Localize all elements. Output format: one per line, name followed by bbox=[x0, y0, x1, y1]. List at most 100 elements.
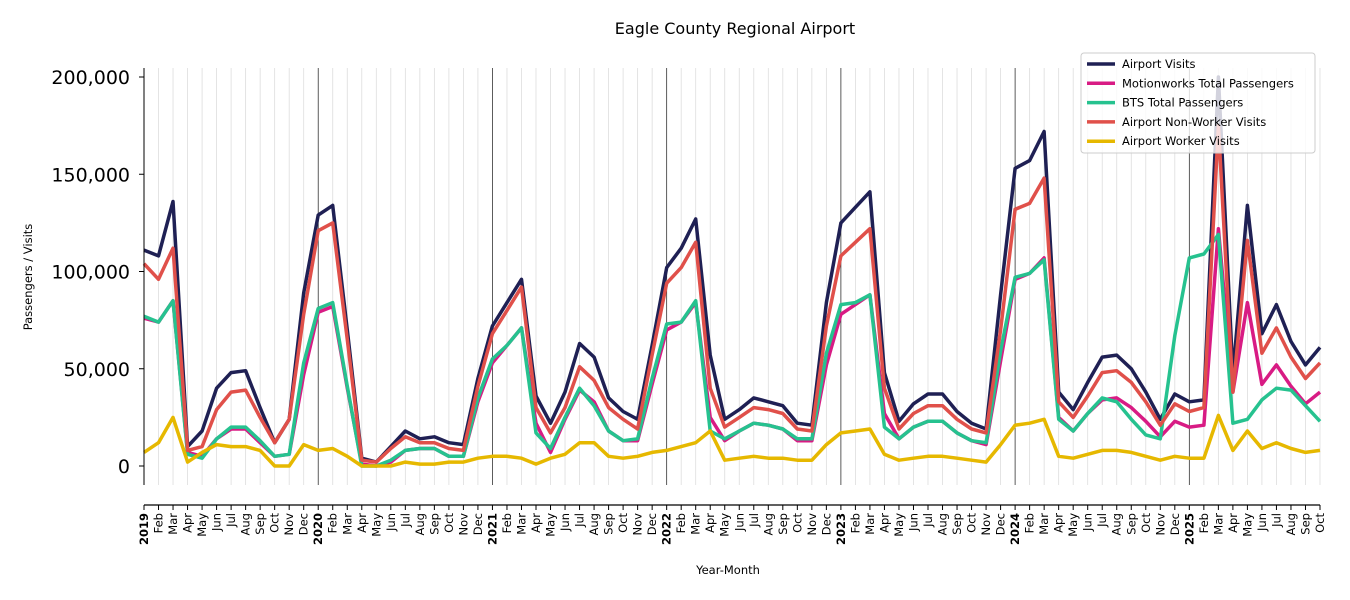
x-tick-label: Mar bbox=[166, 513, 180, 535]
x-tick-label: Nov bbox=[1153, 513, 1167, 536]
x-tick-label: Mar bbox=[1211, 513, 1225, 535]
x-tick-label: Mar bbox=[1037, 513, 1051, 535]
x-tick-label: Feb bbox=[500, 513, 514, 533]
x-tick-label: Jun bbox=[1255, 513, 1269, 532]
x-tick-label: May bbox=[892, 513, 906, 537]
x-tick-label: Nov bbox=[282, 513, 296, 536]
x-tick-label: Apr bbox=[529, 513, 543, 533]
axes: 2019 Feb Mar Apr May Jun Jul Aug Sep Oct Nov Dec 202… bbox=[51, 67, 1327, 545]
x-tick-label: Jul bbox=[398, 513, 412, 528]
x-tick-label: Jun bbox=[558, 513, 572, 532]
x-tick-label: Aug bbox=[239, 513, 253, 535]
x-tick-label: 2020 bbox=[311, 513, 325, 545]
x-tick-label: Apr bbox=[181, 513, 195, 533]
x-tick-label: Apr bbox=[877, 513, 891, 533]
legend-entry-label: Airport Visits bbox=[1122, 57, 1196, 71]
x-tick-label: 2023 bbox=[834, 513, 848, 545]
x-tick-label: Jun bbox=[384, 513, 398, 532]
x-tick-label: Feb bbox=[674, 513, 688, 533]
grid-lines bbox=[143, 68, 1321, 485]
x-tick-label: Apr bbox=[1052, 513, 1066, 533]
legend-entry-label: Airport Non-Worker Visits bbox=[1122, 115, 1266, 129]
x-tick-label: Aug bbox=[761, 513, 775, 535]
x-tick-label: Nov bbox=[805, 513, 819, 536]
x-tick-label: Sep bbox=[253, 513, 267, 535]
x-tick-label: 2025 bbox=[1182, 513, 1196, 545]
legend-entry-label: BTS Total Passengers bbox=[1122, 96, 1243, 110]
series-line-bts-total-passengers bbox=[143, 232, 1322, 468]
x-tick-label: May bbox=[718, 513, 732, 537]
x-tick-label: Oct bbox=[790, 513, 804, 533]
x-tick-label: Jun bbox=[732, 513, 746, 532]
x-tick-label: Nov bbox=[631, 513, 645, 536]
x-tick-label: Mar bbox=[514, 513, 528, 535]
x-tick-label: Sep bbox=[950, 513, 964, 535]
series-line-airport-worker-visits bbox=[143, 413, 1321, 468]
x-tick-label: Jun bbox=[210, 513, 224, 532]
x-tick-label: Feb bbox=[1023, 513, 1037, 533]
series-line-airport-non-worker-visits bbox=[142, 123, 1322, 464]
x-tick-label: Feb bbox=[1197, 513, 1211, 533]
y-tick-label: 50,000 bbox=[64, 359, 130, 381]
x-tick-label: 2019 bbox=[137, 513, 151, 545]
x-tick-label: Dec bbox=[471, 513, 485, 535]
x-tick-label: Sep bbox=[427, 513, 441, 535]
x-tick-label: 2024 bbox=[1008, 513, 1022, 545]
x-axis-label: Year-Month bbox=[695, 563, 760, 577]
x-tick-label: Dec bbox=[994, 513, 1008, 535]
x-tick-label: Dec bbox=[819, 513, 833, 535]
x-tick-label: Feb bbox=[848, 513, 862, 533]
x-tick-label: Nov bbox=[979, 513, 993, 536]
x-tick-label: May bbox=[195, 513, 209, 537]
x-tick-label: Jul bbox=[573, 513, 587, 528]
y-tick-label: 100,000 bbox=[51, 262, 130, 284]
x-tick-label: Aug bbox=[936, 513, 950, 535]
x-tick-label: Oct bbox=[616, 513, 630, 533]
x-tick-label: Aug bbox=[413, 513, 427, 535]
legend-box bbox=[1080, 52, 1316, 154]
x-tick-label: Mar bbox=[689, 513, 703, 535]
x-tick-label: May bbox=[1066, 513, 1080, 537]
x-tick-label: 2021 bbox=[485, 513, 499, 545]
x-tick-label: Oct bbox=[442, 513, 456, 533]
x-tick-label: May bbox=[369, 513, 383, 537]
y-tick-label: 0 bbox=[118, 456, 130, 478]
chart-title: Eagle County Regional Airport bbox=[615, 19, 855, 38]
x-tick-label: Feb bbox=[326, 513, 340, 533]
x-tick-label: Oct bbox=[268, 513, 282, 533]
x-tick-label: Aug bbox=[1110, 513, 1124, 535]
x-tick-label: Apr bbox=[703, 513, 717, 533]
x-tick-label: Sep bbox=[1124, 513, 1138, 535]
x-tick-label: Sep bbox=[602, 513, 616, 535]
x-tick-label: Nov bbox=[456, 513, 470, 536]
x-tick-label: May bbox=[1240, 513, 1254, 537]
x-tick-label: Jul bbox=[921, 513, 935, 528]
x-tick-label: Feb bbox=[152, 513, 166, 533]
x-tick-label: Aug bbox=[1284, 513, 1298, 535]
x-tick-label: Aug bbox=[587, 513, 601, 535]
x-tick-label: Dec bbox=[297, 513, 311, 535]
x-tick-label: Oct bbox=[1313, 513, 1327, 533]
y-tick-label: 150,000 bbox=[51, 164, 130, 186]
x-tick-label: May bbox=[544, 513, 558, 537]
x-tick-label: Dec bbox=[1168, 513, 1182, 535]
x-tick-label: Jun bbox=[906, 513, 920, 532]
x-tick-label: 2022 bbox=[660, 513, 674, 545]
legend-entry-label: Airport Worker Visits bbox=[1122, 134, 1240, 148]
series-lines bbox=[142, 75, 1322, 468]
x-tick-label: Jul bbox=[224, 513, 238, 528]
y-axis-label: Passengers / Visits bbox=[21, 224, 35, 331]
legend-entry-label: Motionworks Total Passengers bbox=[1122, 76, 1294, 90]
x-tick-label: Jul bbox=[747, 513, 761, 528]
x-tick-label: Apr bbox=[355, 513, 369, 533]
x-tick-label: Dec bbox=[645, 513, 659, 535]
x-tick-label: Jul bbox=[1095, 513, 1109, 528]
x-tick-label: Apr bbox=[1226, 513, 1240, 533]
y-tick-label: 200,000 bbox=[51, 67, 130, 89]
x-tick-label: Sep bbox=[776, 513, 790, 535]
x-tick-label: Oct bbox=[1139, 513, 1153, 533]
x-tick-label: Mar bbox=[863, 513, 877, 535]
legend: Airport Visits Motionworks Total Passenge… bbox=[1080, 52, 1316, 154]
x-tick-label: Jul bbox=[1269, 513, 1283, 528]
